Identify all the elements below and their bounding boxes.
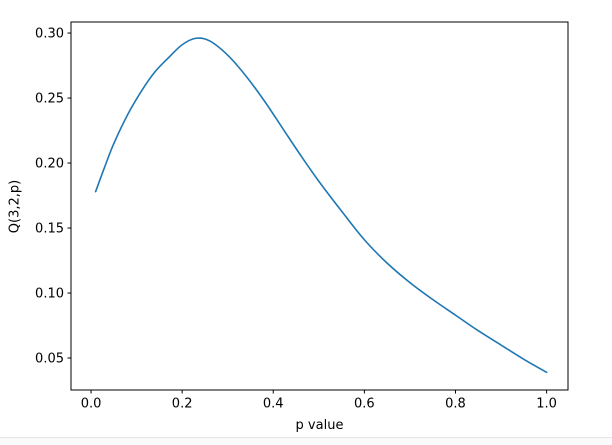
y-tick-label: 0.05 <box>35 352 64 367</box>
y-tick-label: 0.15 <box>35 222 64 237</box>
x-tick-label: 0.8 <box>445 397 466 412</box>
series-line <box>94 37 548 374</box>
y-tick-label: 0.10 <box>35 287 64 302</box>
axes-spines <box>70 21 569 391</box>
x-tick-label: 0.2 <box>172 397 193 412</box>
x-tick-label: 0.4 <box>263 397 284 412</box>
window-bottom-margin <box>0 438 612 445</box>
y-tick-label: 0.20 <box>35 157 64 172</box>
x-tick-label: 0.6 <box>354 397 375 412</box>
y-tick-label: 0.25 <box>35 92 64 107</box>
y-tick-label: 0.30 <box>35 27 64 42</box>
x-axis-label: p value <box>295 418 344 433</box>
x-tick-label: 1.0 <box>536 397 557 412</box>
x-tick-label: 0.0 <box>81 397 102 412</box>
y-axis-label: Q(3,2,p) <box>7 179 23 234</box>
window-bottom-border <box>0 437 612 438</box>
